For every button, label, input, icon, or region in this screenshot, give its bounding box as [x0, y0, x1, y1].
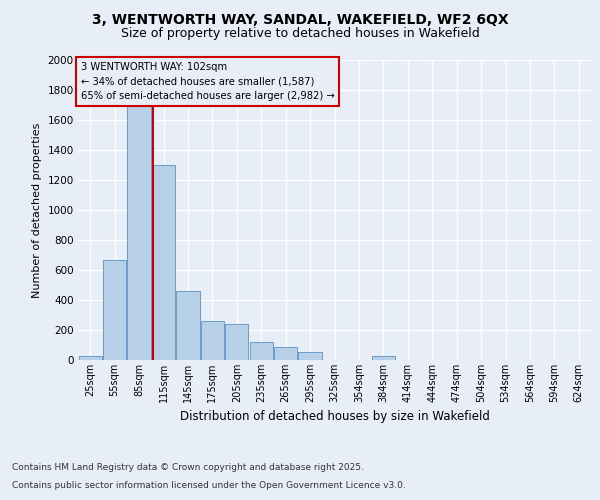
Text: 3 WENTWORTH WAY: 102sqm
← 34% of detached houses are smaller (1,587)
65% of semi: 3 WENTWORTH WAY: 102sqm ← 34% of detache… [80, 62, 334, 101]
Bar [79, 356, 102, 360]
Bar [103, 260, 126, 360]
Bar [176, 291, 200, 360]
Bar [250, 342, 273, 360]
Bar [298, 352, 322, 360]
Y-axis label: Number of detached properties: Number of detached properties [32, 122, 42, 298]
X-axis label: Distribution of detached houses by size in Wakefield: Distribution of detached houses by size … [179, 410, 490, 424]
Text: Contains public sector information licensed under the Open Government Licence v3: Contains public sector information licen… [12, 481, 406, 490]
Text: Contains HM Land Registry data © Crown copyright and database right 2025.: Contains HM Land Registry data © Crown c… [12, 464, 364, 472]
Text: 3, WENTWORTH WAY, SANDAL, WAKEFIELD, WF2 6QX: 3, WENTWORTH WAY, SANDAL, WAKEFIELD, WF2… [92, 12, 508, 26]
Bar [225, 324, 248, 360]
Bar [372, 356, 395, 360]
Bar [274, 346, 297, 360]
Bar [201, 321, 224, 360]
Bar [152, 165, 175, 360]
Text: Size of property relative to detached houses in Wakefield: Size of property relative to detached ho… [121, 28, 479, 40]
Bar [127, 87, 151, 360]
